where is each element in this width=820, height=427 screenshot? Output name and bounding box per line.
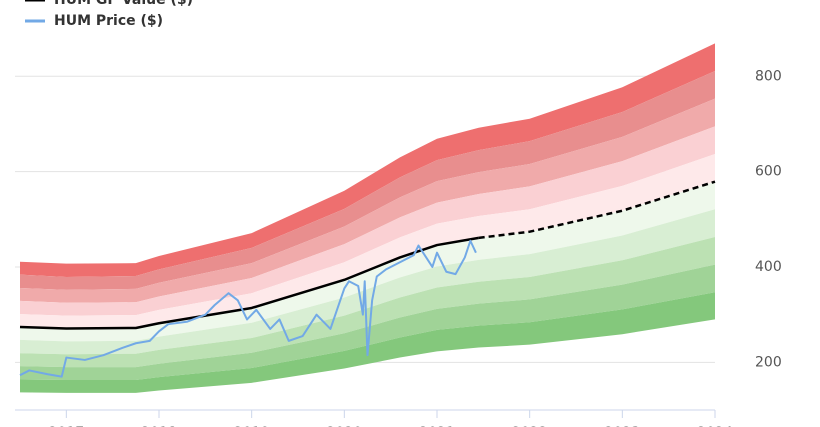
series-line	[19, 239, 477, 378]
x-tick-label: 2020	[327, 425, 363, 427]
legend-label: HUM Price ($)	[54, 13, 163, 29]
y-tick-label: 200	[755, 354, 782, 370]
x-tick-label: 2017	[49, 425, 85, 427]
x-tick-label: 2019	[234, 425, 270, 427]
value-band	[20, 292, 715, 393]
value-band	[20, 236, 715, 368]
x-tick-label: 2022	[512, 425, 548, 427]
x-tick-label: 2024	[697, 425, 733, 427]
legend-label: HUM GF Value ($)	[54, 0, 193, 8]
y-tick-label: 800	[755, 68, 782, 84]
projection-line	[478, 180, 716, 240]
y-tick-label: 400	[755, 259, 782, 275]
x-tick-label: 2018	[141, 425, 177, 427]
value-band	[20, 264, 715, 380]
y-tick-label: 600	[755, 164, 782, 180]
x-tick-label: 2021	[419, 425, 455, 427]
x-tick-label: 2023	[605, 425, 641, 427]
series-line	[19, 236, 479, 330]
